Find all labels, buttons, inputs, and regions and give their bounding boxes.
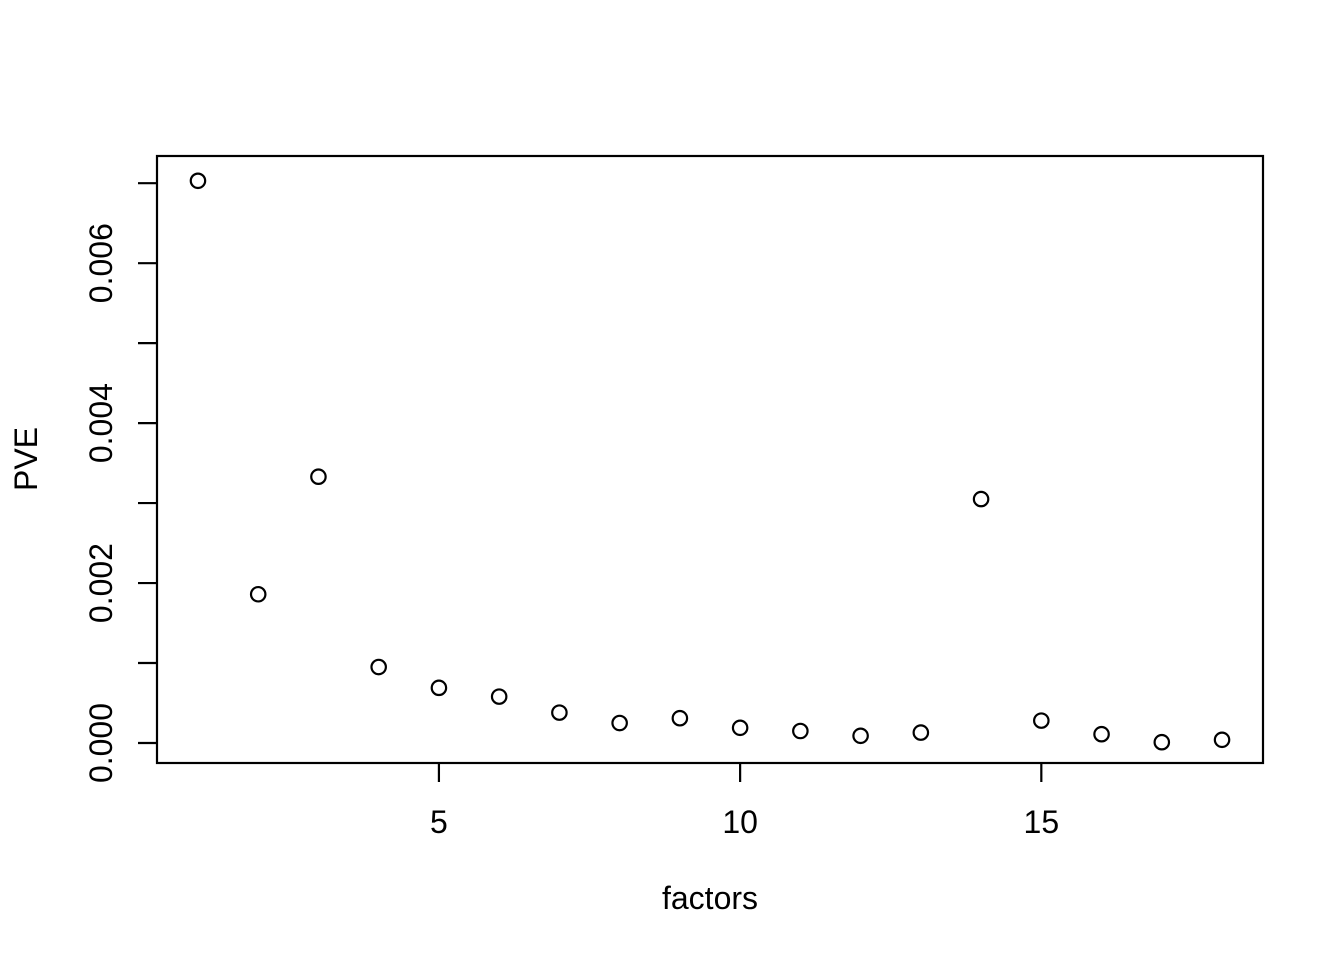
data-point bbox=[972, 490, 990, 508]
data-point bbox=[1153, 733, 1171, 751]
data-point bbox=[1213, 731, 1231, 749]
x-tick-label: 10 bbox=[722, 804, 758, 840]
data-point bbox=[792, 722, 809, 740]
data-point bbox=[249, 585, 267, 603]
data-point bbox=[671, 709, 689, 727]
data-point bbox=[611, 714, 628, 732]
y-tick-label: 0.006 bbox=[83, 223, 119, 303]
y-tick-label: 0.004 bbox=[83, 383, 119, 463]
y-tick-label: 0.002 bbox=[83, 543, 119, 623]
data-point bbox=[731, 719, 749, 737]
x-tick-label: 5 bbox=[430, 804, 448, 840]
data-point bbox=[1033, 712, 1050, 729]
x-tick-label: 15 bbox=[1024, 804, 1060, 840]
plot-frame bbox=[155, 154, 1265, 765]
data-point bbox=[852, 727, 869, 745]
data-point bbox=[189, 172, 207, 190]
data-point bbox=[310, 468, 327, 485]
data-point bbox=[370, 658, 387, 676]
data-point bbox=[912, 724, 930, 741]
data-point bbox=[1093, 725, 1110, 743]
y-tick-label: 0.000 bbox=[83, 703, 119, 783]
x-axis-title: factors bbox=[661, 880, 759, 916]
data-point bbox=[430, 679, 448, 697]
data-point bbox=[490, 688, 508, 705]
y-axis-title: PVE bbox=[8, 426, 44, 492]
data-point bbox=[551, 704, 568, 721]
